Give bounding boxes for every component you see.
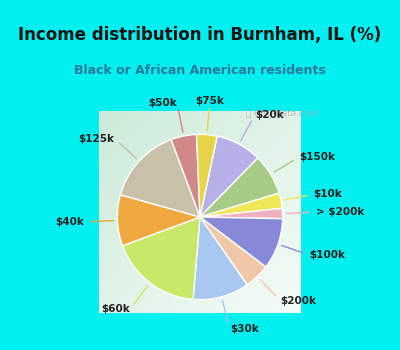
- Wedge shape: [122, 217, 200, 299]
- Text: $10k: $10k: [314, 189, 342, 199]
- Text: Black or African American residents: Black or African American residents: [74, 63, 326, 77]
- Wedge shape: [200, 217, 266, 285]
- Wedge shape: [200, 208, 283, 219]
- Text: $125k: $125k: [79, 134, 115, 143]
- Wedge shape: [200, 136, 258, 217]
- Text: $60k: $60k: [101, 304, 130, 314]
- Wedge shape: [196, 134, 217, 217]
- Text: Income distribution in Burnham, IL (%): Income distribution in Burnham, IL (%): [18, 26, 382, 44]
- Wedge shape: [200, 158, 279, 217]
- Wedge shape: [200, 217, 283, 267]
- Text: $100k: $100k: [310, 250, 346, 260]
- Text: ⓘ City-Data.com: ⓘ City-Data.com: [246, 108, 318, 118]
- Wedge shape: [200, 193, 282, 217]
- Text: $30k: $30k: [230, 324, 259, 334]
- Text: $200k: $200k: [280, 296, 316, 306]
- Text: $50k: $50k: [148, 98, 177, 108]
- Text: $40k: $40k: [55, 217, 84, 227]
- Wedge shape: [171, 134, 200, 217]
- Text: > $200k: > $200k: [316, 207, 364, 217]
- Text: $75k: $75k: [195, 97, 224, 106]
- Wedge shape: [193, 217, 247, 300]
- Text: $150k: $150k: [299, 152, 335, 162]
- Wedge shape: [120, 140, 200, 217]
- Text: $20k: $20k: [255, 110, 284, 120]
- Wedge shape: [117, 195, 200, 246]
